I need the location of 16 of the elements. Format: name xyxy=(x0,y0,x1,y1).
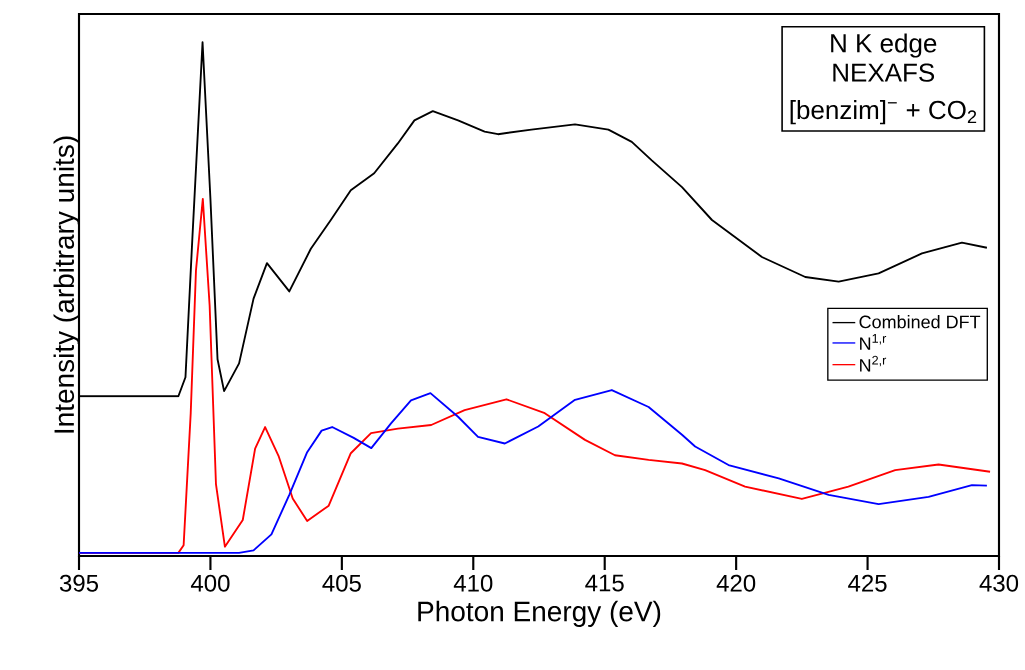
y-axis-title: Intensity (arbitrary units) xyxy=(53,136,80,433)
annotation: NEXAFS xyxy=(833,63,935,82)
x-tick-label: 420 xyxy=(716,574,756,592)
annotation: [benzim]$^{−}$ + CO$_{2}$ xyxy=(790,100,977,125)
x-tick-label: 430 xyxy=(979,574,1019,592)
legend-label: Combined DFT xyxy=(859,315,981,329)
x-tick-label: 405 xyxy=(322,574,361,592)
legend-label: N$^{1,r}$ xyxy=(860,334,887,350)
x-axis-title: Photon Energy (eV) xyxy=(418,600,661,627)
annotation: N K edge xyxy=(831,33,937,58)
x-tick-label: 415 xyxy=(585,574,624,592)
x-tick-label: 395 xyxy=(59,574,99,592)
legend-label: N$^{2,r}$ xyxy=(860,355,887,372)
x-tick-label: 410 xyxy=(453,574,493,592)
x-tick-label: 400 xyxy=(190,574,230,592)
x-tick-label: 425 xyxy=(848,574,887,592)
